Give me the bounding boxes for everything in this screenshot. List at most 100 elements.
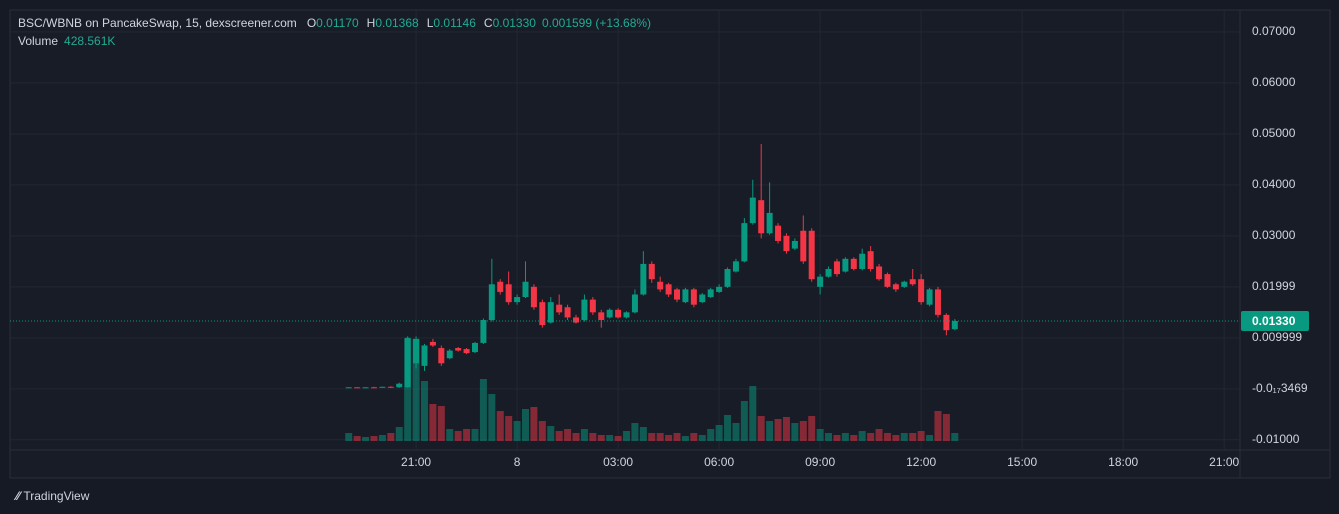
candle-body: [581, 299, 588, 320]
candle-body: [370, 387, 377, 389]
volume-value: 428.561K: [64, 34, 115, 48]
candle-body: [455, 348, 462, 351]
field-value: 0.01330: [493, 16, 537, 30]
volume-bar: [589, 433, 597, 441]
volume-bar: [505, 416, 513, 441]
volume-bar: [631, 423, 639, 441]
y-tick-label: 0.009999: [1252, 330, 1302, 344]
candle-body: [791, 240, 798, 249]
candle-body: [354, 387, 361, 389]
volume-bar: [782, 417, 790, 441]
field-key: O: [307, 16, 316, 30]
y-tick-label: -0.0₁₇3469: [1252, 381, 1308, 395]
axes: 0.07000 0.06000 0.05000 0.04000 0.03000 0.019…: [10, 24, 1309, 469]
candle-body: [682, 289, 689, 303]
candle-body: [926, 289, 933, 305]
volume-bar: [808, 416, 816, 441]
volume-bar: [766, 421, 774, 441]
y-tick-label: -0.01000: [1252, 432, 1300, 446]
field-key: H: [367, 16, 376, 30]
candle-body: [758, 200, 765, 234]
volume-bar: [757, 416, 765, 441]
candle-body: [446, 350, 453, 359]
candle-body: [876, 266, 883, 280]
candle-body: [631, 294, 638, 313]
volume-bar: [572, 433, 580, 441]
candle-body: [817, 276, 824, 287]
x-tick-label: 03:00: [603, 455, 633, 469]
candle-body: [623, 312, 630, 318]
candle-body: [547, 302, 554, 323]
volume-bar: [732, 423, 740, 441]
candle-body: [606, 309, 613, 318]
field-value: 0.01170: [316, 16, 359, 30]
candle-body: [387, 386, 394, 388]
volume-bar: [412, 339, 420, 441]
volume-bar: [429, 404, 437, 441]
candle-body: [800, 230, 807, 262]
y-tick-label: 0.07000: [1252, 24, 1296, 38]
last-price-label: 0.01330: [1252, 314, 1296, 328]
candle-body: [934, 289, 941, 315]
candle-body: [598, 312, 605, 320]
candle-body: [674, 289, 681, 300]
brand-logo[interactable]: ⁄⁄ TradingView: [13, 489, 90, 503]
volume-bar: [530, 407, 538, 441]
volume-bar: [353, 436, 361, 441]
volume-bar: [648, 433, 656, 441]
volume-bar: [740, 401, 748, 441]
volume-bar: [707, 429, 715, 441]
volume-bar: [362, 437, 370, 441]
candle-body: [505, 284, 512, 303]
candle-body: [766, 212, 773, 234]
candle-body: [396, 383, 403, 388]
candle-body: [640, 263, 647, 295]
volume-bar: [665, 435, 673, 441]
candle-body: [690, 289, 697, 305]
volume-bar: [597, 435, 605, 441]
candle-body: [413, 338, 420, 364]
volume-bar: [833, 435, 841, 441]
x-tick-label: 12:00: [906, 455, 936, 469]
volume-bar: [606, 435, 614, 441]
candle-body: [648, 263, 655, 280]
field-value: 0.01368: [375, 16, 419, 30]
x-tick-label: 21:00: [401, 455, 431, 469]
volume-bar: [791, 423, 799, 441]
x-tick-label: 09:00: [805, 455, 835, 469]
candle-body: [825, 269, 832, 277]
candle-body: [488, 284, 495, 320]
candle-body: [775, 225, 782, 241]
volume-bar: [850, 435, 858, 441]
volume-bar: [623, 431, 631, 441]
volume-bar: [942, 414, 950, 441]
candle-body: [833, 261, 840, 275]
volume-bar: [715, 425, 723, 441]
candle-body: [480, 319, 487, 343]
volume-bar: [900, 433, 908, 441]
candle-body: [707, 289, 714, 298]
volume-bar: [404, 339, 412, 441]
volume-bar: [496, 411, 504, 441]
volume-bar: [513, 421, 521, 441]
candle-body: [951, 321, 958, 330]
last-price-box: [1241, 311, 1309, 332]
volume-bar: [875, 429, 883, 441]
volume-bar: [825, 433, 833, 441]
candle-body: [699, 294, 706, 303]
volume-pane: [345, 339, 959, 441]
candle-body: [783, 235, 790, 252]
volume-bar: [395, 427, 403, 441]
candle-body: [808, 230, 815, 280]
field-value: 0.01146: [433, 16, 476, 30]
volume-bar: [463, 429, 471, 441]
candle-body: [859, 253, 866, 270]
candles: [345, 144, 958, 389]
ohlc-fields: O0.01170 H0.01368 L0.01146 C0.01330: [307, 16, 536, 30]
candle-body: [732, 261, 739, 272]
change: 0.001599 (+13.68%): [542, 16, 651, 30]
candle-body: [404, 337, 411, 388]
volume-bar: [488, 394, 496, 441]
